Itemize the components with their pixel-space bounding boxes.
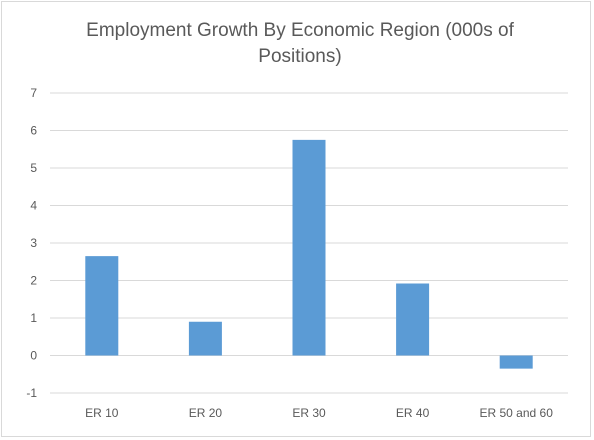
x-tick-label: ER 20	[189, 406, 223, 420]
y-tick-label: -1	[26, 386, 37, 400]
x-axis-labels: ER 10 ER 20 ER 30 ER 40 ER 50 and 60	[85, 406, 553, 420]
y-tick-label: 3	[30, 236, 37, 250]
bar-er-10	[85, 256, 119, 356]
y-tick-label: 6	[30, 124, 37, 138]
x-tick-label: ER 50 and 60	[480, 406, 554, 420]
chart-title: Employment Growth By Economic Region (00…	[86, 20, 514, 67]
y-tick-label: 1	[30, 311, 37, 325]
bars	[85, 139, 533, 369]
bar-er-40	[396, 283, 430, 356]
y-tick-label: 2	[30, 274, 37, 288]
bar-er-20	[188, 321, 222, 356]
bar-er-50-and-60	[499, 355, 533, 369]
x-tick-label: ER 40	[396, 406, 430, 420]
y-tick-label: 7	[30, 86, 37, 100]
x-tick-label: ER 30	[292, 406, 326, 420]
y-tick-label: 4	[30, 199, 37, 213]
x-tick-label: ER 10	[85, 406, 119, 420]
y-tick-label: 5	[30, 161, 37, 175]
y-axis-labels: -1 0 1 2 3 4 5 6 7	[26, 86, 37, 400]
y-tick-label: 0	[30, 349, 37, 363]
bar-er-30	[292, 139, 326, 356]
